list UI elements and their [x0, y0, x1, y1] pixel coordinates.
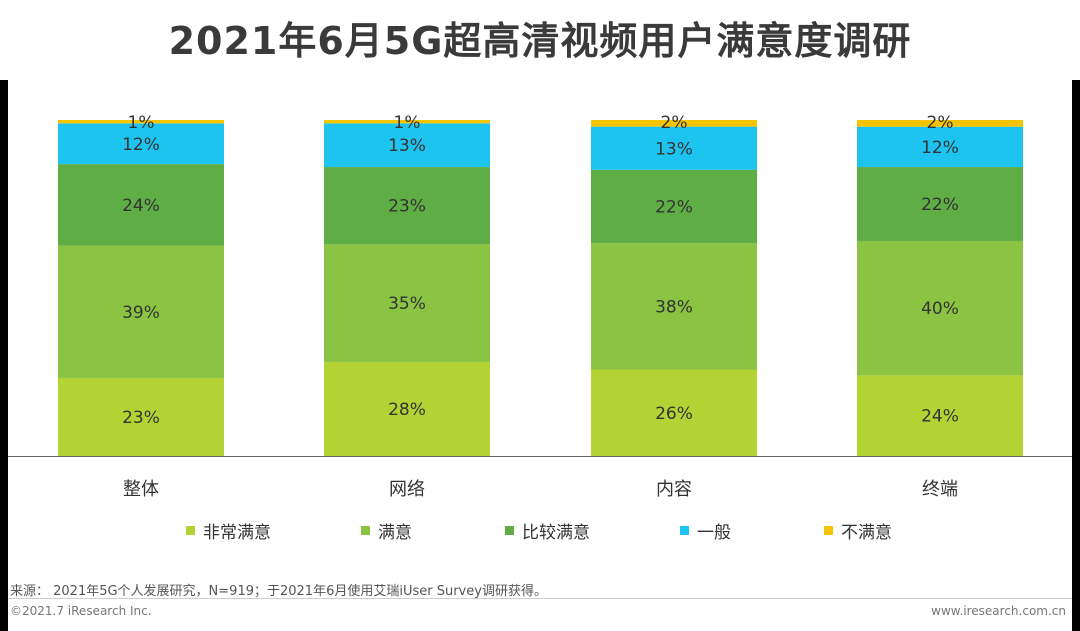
- data-label: 28%: [388, 400, 426, 420]
- legend-label: 不满意: [841, 523, 892, 543]
- category-label: 内容: [656, 479, 692, 500]
- bar-segment: [324, 244, 490, 362]
- legend-swatch: [505, 526, 514, 535]
- bar-segment: [591, 169, 757, 244]
- legend-item: 比较满意: [505, 518, 590, 543]
- data-label: 39%: [122, 303, 160, 323]
- bar-segment: [857, 167, 1023, 241]
- bar-segment: [591, 369, 757, 456]
- bar-segment: [58, 245, 224, 378]
- category-label: 终端: [922, 479, 958, 500]
- data-label: 22%: [921, 195, 959, 215]
- data-label: 13%: [655, 139, 693, 159]
- data-label: 12%: [921, 138, 959, 158]
- data-label: 23%: [388, 197, 426, 217]
- bar-segment: [857, 126, 1023, 168]
- legend-swatch: [361, 526, 370, 535]
- data-label: 38%: [655, 297, 693, 317]
- data-label: 1%: [128, 113, 155, 133]
- data-label: 23%: [122, 408, 160, 428]
- bar-segment: [857, 120, 1023, 127]
- legend-label: 比较满意: [522, 523, 590, 543]
- legend-label: 满意: [378, 523, 412, 543]
- bar-segment: [58, 123, 224, 165]
- bar-segment: [58, 377, 224, 456]
- data-label: 24%: [122, 196, 160, 216]
- footer-divider: [8, 598, 1072, 599]
- bar-segment: [857, 375, 1023, 456]
- bar-segment: [857, 240, 1023, 376]
- data-label: 26%: [655, 404, 693, 424]
- legend-item: 不满意: [824, 518, 892, 543]
- data-label: 13%: [388, 136, 426, 156]
- data-label: 2%: [927, 113, 954, 133]
- title-bar: [0, 0, 1080, 76]
- stacked-bar-chart: 23%39%24%12%1%整体28%35%23%13%1%网络26%38%22…: [8, 113, 1072, 500]
- bar-segment: [591, 243, 757, 370]
- website-text: www.iresearch.com.cn: [931, 604, 1066, 618]
- chart-title: 2021年6月5G超高清视频用户满意度调研: [168, 19, 912, 63]
- bar-segment: [58, 120, 224, 124]
- legend-swatch: [186, 526, 195, 535]
- copyright-text: ©2021.7 iResearch Inc.: [10, 604, 152, 618]
- bar-segment: [324, 361, 490, 456]
- data-label: 2%: [661, 113, 688, 133]
- data-label: 1%: [394, 113, 421, 133]
- bar-segment: [324, 123, 490, 168]
- data-label: 12%: [122, 135, 160, 155]
- data-label: 40%: [921, 299, 959, 319]
- legend-swatch: [680, 526, 689, 535]
- legend-label: 非常满意: [203, 523, 271, 543]
- category-label: 网络: [389, 479, 425, 500]
- category-label: 整体: [123, 479, 159, 500]
- legend-label: 一般: [697, 523, 731, 543]
- data-label: 35%: [388, 294, 426, 314]
- data-label: 22%: [655, 197, 693, 217]
- chart-legend: 非常满意 满意 比较满意 一般 不满意: [0, 518, 1080, 544]
- bar-segment: [58, 164, 224, 246]
- right-edge: [1072, 80, 1080, 631]
- legend-item: 一般: [680, 518, 731, 543]
- bar-segment: [591, 126, 757, 170]
- bar-segment: [324, 120, 490, 124]
- left-edge: [0, 80, 8, 631]
- source-note: 来源： 2021年5G个人发展研究，N=919；于2021年6月使用艾瑞iUse…: [10, 584, 547, 599]
- legend-item: 非常满意: [186, 518, 271, 543]
- legend-item: 满意: [361, 518, 412, 543]
- bar-segment: [591, 120, 757, 127]
- data-label: 24%: [921, 407, 959, 427]
- legend-swatch: [824, 526, 833, 535]
- bar-segment: [324, 167, 490, 245]
